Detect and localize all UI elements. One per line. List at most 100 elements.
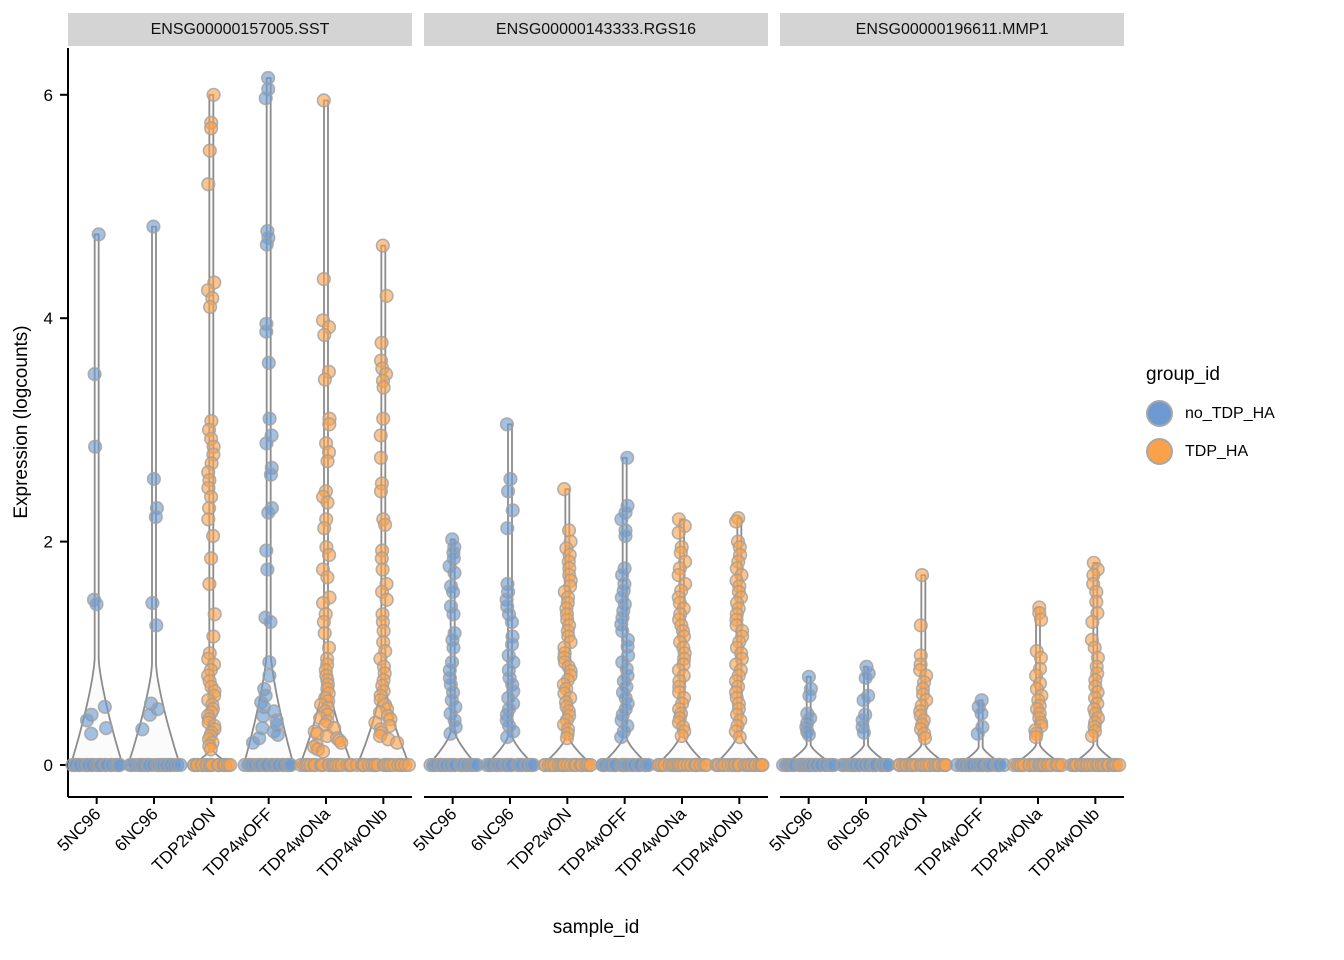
expression-point bbox=[858, 670, 873, 686]
facet-panel: 5NC96 6NC96TDP2wONTDP4wOFFTDP4wONaTDP4wON… bbox=[54, 70, 417, 882]
expression-point bbox=[504, 614, 520, 630]
expression-point bbox=[557, 482, 572, 497]
expression-point bbox=[322, 547, 337, 563]
violin-outline bbox=[69, 233, 124, 766]
expression-point bbox=[202, 143, 217, 158]
expression-point bbox=[145, 595, 160, 611]
expression-point bbox=[97, 699, 112, 715]
y-axis-tick-label: 4 bbox=[44, 309, 53, 328]
expression-point bbox=[446, 640, 461, 655]
expression-point bbox=[376, 411, 391, 426]
expression-point bbox=[500, 729, 515, 745]
expression-point bbox=[374, 335, 389, 350]
expression-point bbox=[373, 428, 388, 443]
expression-point bbox=[1033, 612, 1049, 627]
facet-strip-sst: ENSG00000157005.SST bbox=[68, 13, 412, 46]
expression-point bbox=[322, 417, 337, 432]
expression-point bbox=[390, 735, 405, 750]
expression-point bbox=[334, 735, 349, 750]
legend-key-no-tdp-ha-icon bbox=[1146, 400, 1173, 427]
expression-point bbox=[260, 562, 275, 577]
expression-point bbox=[87, 439, 103, 454]
x-axis-tick-label: 6NC96 bbox=[111, 804, 162, 855]
expression-point bbox=[503, 471, 518, 487]
expression-point bbox=[801, 669, 817, 684]
legend: group_id no_TDP_HA TDP_HA bbox=[1146, 364, 1275, 476]
expression-point bbox=[317, 521, 332, 536]
expression-point bbox=[446, 607, 461, 622]
expression-point bbox=[755, 757, 770, 773]
expression-point bbox=[1028, 729, 1043, 745]
x-axis-tick-label: 5NC96 bbox=[54, 804, 105, 855]
expression-point bbox=[263, 614, 278, 630]
expression-point bbox=[917, 731, 933, 746]
expression-point bbox=[446, 584, 461, 600]
expression-point bbox=[320, 454, 335, 469]
facet-panel: 5NC96 6NC96TDP2wONTDP4wOFFTDP4wONaTDP4wON… bbox=[766, 555, 1127, 882]
expression-point bbox=[207, 607, 222, 622]
expression-point bbox=[259, 324, 274, 339]
legend-key-tdp-ha-icon bbox=[1146, 438, 1173, 465]
expression-point bbox=[373, 450, 389, 465]
expression-point bbox=[1084, 728, 1100, 744]
expression-point bbox=[206, 629, 221, 644]
facet-strip-mmp1: ENSG00000196611.MMP1 bbox=[780, 13, 1124, 46]
expression-point bbox=[256, 708, 271, 724]
expression-point bbox=[223, 757, 238, 773]
expression-point bbox=[84, 726, 99, 741]
y-axis-tick-label: 0 bbox=[44, 756, 53, 775]
expression-point bbox=[373, 484, 389, 499]
expression-point bbox=[378, 517, 393, 532]
expression-point bbox=[443, 726, 458, 741]
expression-point bbox=[379, 288, 394, 304]
expression-point bbox=[1085, 614, 1100, 630]
expression-point bbox=[204, 551, 219, 566]
expression-point bbox=[146, 219, 161, 234]
expression-point bbox=[401, 757, 417, 773]
x-axis-tick-label: 6NC96 bbox=[467, 804, 518, 855]
expression-point bbox=[316, 744, 331, 759]
expression-point bbox=[320, 570, 335, 585]
x-axis-tick-label: 5NC96 bbox=[766, 804, 817, 855]
expression-point bbox=[671, 525, 686, 540]
expression-point bbox=[206, 87, 221, 102]
expression-point bbox=[259, 237, 274, 252]
expression-point bbox=[583, 757, 598, 773]
expression-point bbox=[263, 467, 279, 482]
expression-point bbox=[501, 484, 516, 499]
x-axis-title: sample_id bbox=[552, 917, 640, 938]
expression-point bbox=[856, 725, 872, 740]
y-axis-tick-label: 2 bbox=[44, 533, 53, 552]
expression-point bbox=[87, 367, 102, 382]
expression-point bbox=[316, 272, 331, 287]
expression-point bbox=[801, 727, 817, 742]
expression-point bbox=[316, 93, 331, 108]
expression-point bbox=[204, 121, 219, 136]
legend-entry-label: no_TDP_HA bbox=[1185, 404, 1275, 422]
expression-point bbox=[620, 450, 635, 465]
facet-strip-rgs16: ENSG00000143333.RGS16 bbox=[424, 13, 768, 46]
expression-point bbox=[91, 227, 106, 242]
expression-point bbox=[149, 618, 164, 633]
x-axis-tick-label: 6NC96 bbox=[823, 804, 874, 855]
expression-point bbox=[674, 728, 689, 744]
expression-point bbox=[259, 436, 274, 451]
expression-point bbox=[261, 355, 276, 371]
expression-point bbox=[202, 576, 217, 592]
expression-point bbox=[201, 512, 216, 527]
violin-outline bbox=[127, 225, 181, 766]
expression-point bbox=[79, 713, 95, 728]
expression-point bbox=[379, 592, 394, 607]
expression-point bbox=[970, 726, 985, 741]
expression-point bbox=[98, 720, 114, 736]
expression-point bbox=[262, 655, 277, 670]
expression-point bbox=[375, 238, 390, 253]
y-axis-tick-label: 6 bbox=[44, 86, 53, 105]
expression-point bbox=[262, 411, 277, 426]
expression-point bbox=[203, 742, 218, 757]
expression-point bbox=[146, 471, 161, 487]
expression-point bbox=[618, 528, 633, 544]
expression-point bbox=[317, 626, 332, 641]
